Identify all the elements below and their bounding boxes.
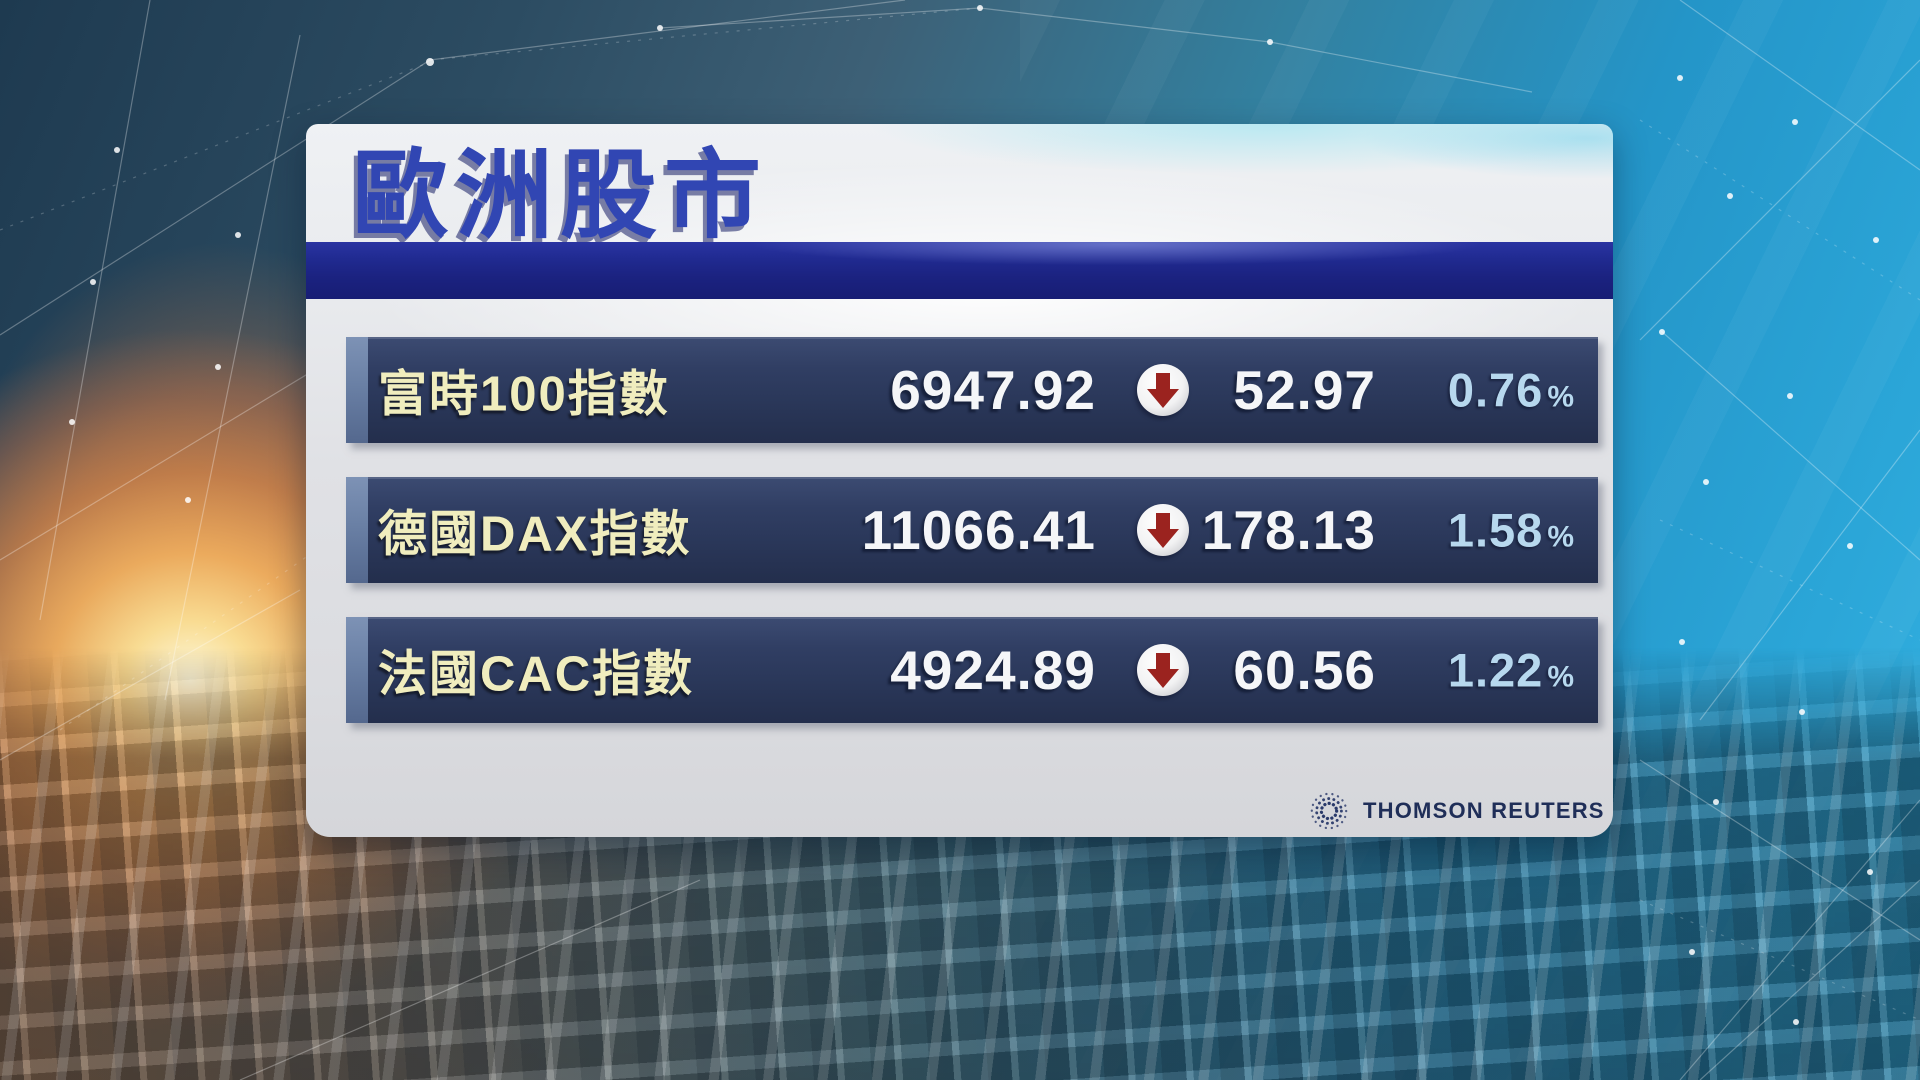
down-arrow-icon xyxy=(1136,363,1190,417)
index-row-cac: 法國CAC指數 4924.89 60.56 1.22% xyxy=(346,617,1598,723)
percent-value: 1.58 xyxy=(1447,503,1544,557)
index-name: 富時100指數 xyxy=(378,367,670,422)
percent-value: 1.22 xyxy=(1447,643,1544,697)
source-name: THOMSON REUTERS xyxy=(1363,798,1605,823)
index-row-ftse100: 富時100指數 6947.92 52.97 0.76% xyxy=(346,337,1598,443)
row-accent-strip xyxy=(346,477,368,583)
market-data-panel: 歐洲股市 富時100指數 6947.92 52.97 0.76% 德國DAX指數… xyxy=(306,124,1613,837)
index-change: 52.97 xyxy=(1233,359,1376,421)
percent-sign: % xyxy=(1547,520,1574,554)
index-value: 4924.89 xyxy=(890,639,1096,701)
index-percent: 0.76% xyxy=(1448,363,1574,418)
percent-value: 0.76 xyxy=(1447,363,1544,417)
panel-title: 歐洲股市 xyxy=(352,141,768,250)
index-row-dax: 德國DAX指數 11066.41 178.13 1.58% xyxy=(346,477,1598,583)
source-attribution: THOMSON REUTERS xyxy=(1308,790,1605,832)
row-accent-strip xyxy=(346,617,368,723)
index-name: 法國CAC指數 xyxy=(378,647,695,702)
percent-sign: % xyxy=(1547,380,1574,414)
index-percent: 1.58% xyxy=(1448,503,1574,558)
index-percent: 1.22% xyxy=(1448,643,1574,698)
index-value: 6947.92 xyxy=(890,359,1096,421)
thomson-reuters-logo-icon xyxy=(1310,792,1348,830)
title-underline-bar xyxy=(306,242,1613,299)
index-value: 11066.41 xyxy=(861,499,1096,561)
percent-sign: % xyxy=(1547,660,1574,694)
index-change: 60.56 xyxy=(1233,639,1376,701)
index-change: 178.13 xyxy=(1201,499,1376,561)
index-name: 德國DAX指數 xyxy=(378,507,692,562)
row-accent-strip xyxy=(346,337,368,443)
down-arrow-icon xyxy=(1136,503,1190,557)
down-arrow-icon xyxy=(1136,643,1190,697)
